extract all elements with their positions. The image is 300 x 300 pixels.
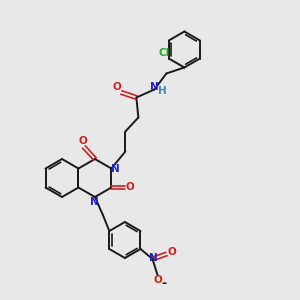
Text: Cl: Cl (158, 49, 169, 58)
Text: H: H (158, 86, 167, 97)
Text: N: N (89, 197, 98, 207)
Text: O: O (153, 275, 162, 285)
Text: N: N (149, 253, 158, 263)
Text: O: O (113, 82, 122, 92)
Text: O: O (126, 182, 135, 193)
Text: O: O (79, 136, 87, 146)
Text: -: - (161, 278, 166, 290)
Text: N: N (150, 82, 159, 92)
Text: O: O (167, 247, 176, 257)
Text: N: N (111, 164, 120, 173)
